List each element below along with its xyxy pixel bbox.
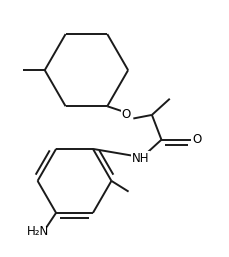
- Text: O: O: [121, 108, 130, 121]
- Text: O: O: [192, 133, 201, 146]
- Text: NH: NH: [131, 152, 149, 165]
- Text: H₂N: H₂N: [27, 225, 49, 238]
